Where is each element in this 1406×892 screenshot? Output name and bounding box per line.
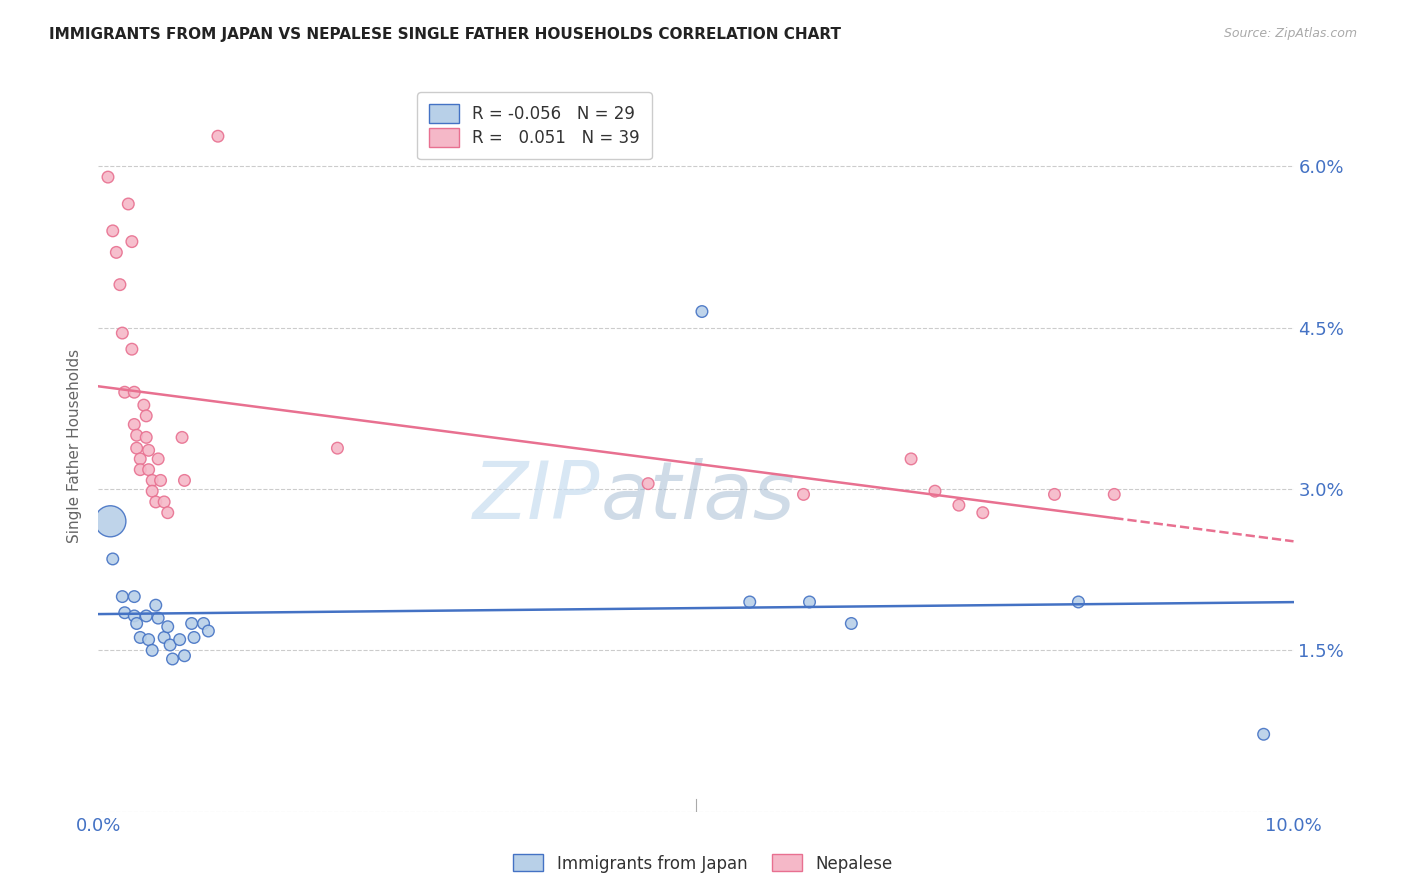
Y-axis label: Single Father Households: Single Father Households xyxy=(67,349,83,543)
Point xyxy=(173,474,195,488)
Point xyxy=(156,506,179,520)
Point xyxy=(841,616,863,631)
Point xyxy=(972,506,994,520)
Point xyxy=(183,631,205,645)
Point xyxy=(97,170,120,185)
Point xyxy=(111,590,134,604)
Point xyxy=(132,398,155,412)
Point xyxy=(162,652,184,666)
Point xyxy=(138,463,160,477)
Point xyxy=(125,441,148,455)
Text: ZIP: ZIP xyxy=(472,458,600,536)
Point xyxy=(169,632,191,647)
Point xyxy=(141,643,163,657)
Point xyxy=(148,611,170,625)
Text: atlas: atlas xyxy=(600,458,796,536)
Point xyxy=(135,609,157,624)
Point xyxy=(124,385,146,400)
Point xyxy=(924,484,946,499)
Point xyxy=(129,463,152,477)
Point xyxy=(173,648,195,663)
Point xyxy=(135,409,157,423)
Point xyxy=(121,235,143,249)
Point xyxy=(156,620,179,634)
Point xyxy=(793,487,815,501)
Point xyxy=(149,474,172,488)
Point xyxy=(124,590,146,604)
Point xyxy=(138,632,160,647)
Point xyxy=(125,428,148,442)
Point xyxy=(135,430,157,444)
Point xyxy=(180,616,202,631)
Point xyxy=(124,609,146,624)
Point xyxy=(738,595,761,609)
Point xyxy=(637,476,659,491)
Point xyxy=(145,495,167,509)
Point xyxy=(153,631,176,645)
Point xyxy=(326,441,349,455)
Point xyxy=(207,129,229,144)
Point xyxy=(125,616,148,631)
Point xyxy=(129,631,152,645)
Point xyxy=(111,326,134,340)
Point xyxy=(114,606,136,620)
Point xyxy=(108,277,131,292)
Point xyxy=(101,552,124,566)
Legend: Immigrants from Japan, Nepalese: Immigrants from Japan, Nepalese xyxy=(506,847,900,880)
Text: Source: ZipAtlas.com: Source: ZipAtlas.com xyxy=(1223,27,1357,40)
Point xyxy=(197,624,219,638)
Point xyxy=(172,430,194,444)
Point xyxy=(193,616,215,631)
Point xyxy=(141,474,163,488)
Point xyxy=(145,598,167,612)
Point xyxy=(105,245,128,260)
Point xyxy=(121,342,143,356)
Point xyxy=(114,385,136,400)
Legend: R = -0.056   N = 29, R =   0.051   N = 39: R = -0.056 N = 29, R = 0.051 N = 39 xyxy=(418,92,652,159)
Point xyxy=(101,224,124,238)
Point xyxy=(690,304,713,318)
Point xyxy=(799,595,821,609)
Point xyxy=(153,495,176,509)
Point xyxy=(117,197,139,211)
Point xyxy=(138,443,160,458)
Point xyxy=(1043,487,1066,501)
Point xyxy=(129,451,152,466)
Point xyxy=(159,638,181,652)
Point xyxy=(124,417,146,432)
Point xyxy=(900,451,922,466)
Point xyxy=(141,484,163,499)
Text: IMMIGRANTS FROM JAPAN VS NEPALESE SINGLE FATHER HOUSEHOLDS CORRELATION CHART: IMMIGRANTS FROM JAPAN VS NEPALESE SINGLE… xyxy=(49,27,841,42)
Point xyxy=(1104,487,1126,501)
Point xyxy=(948,498,970,512)
Point xyxy=(98,514,122,528)
Point xyxy=(1067,595,1090,609)
Point xyxy=(1253,727,1275,741)
Point xyxy=(148,451,170,466)
